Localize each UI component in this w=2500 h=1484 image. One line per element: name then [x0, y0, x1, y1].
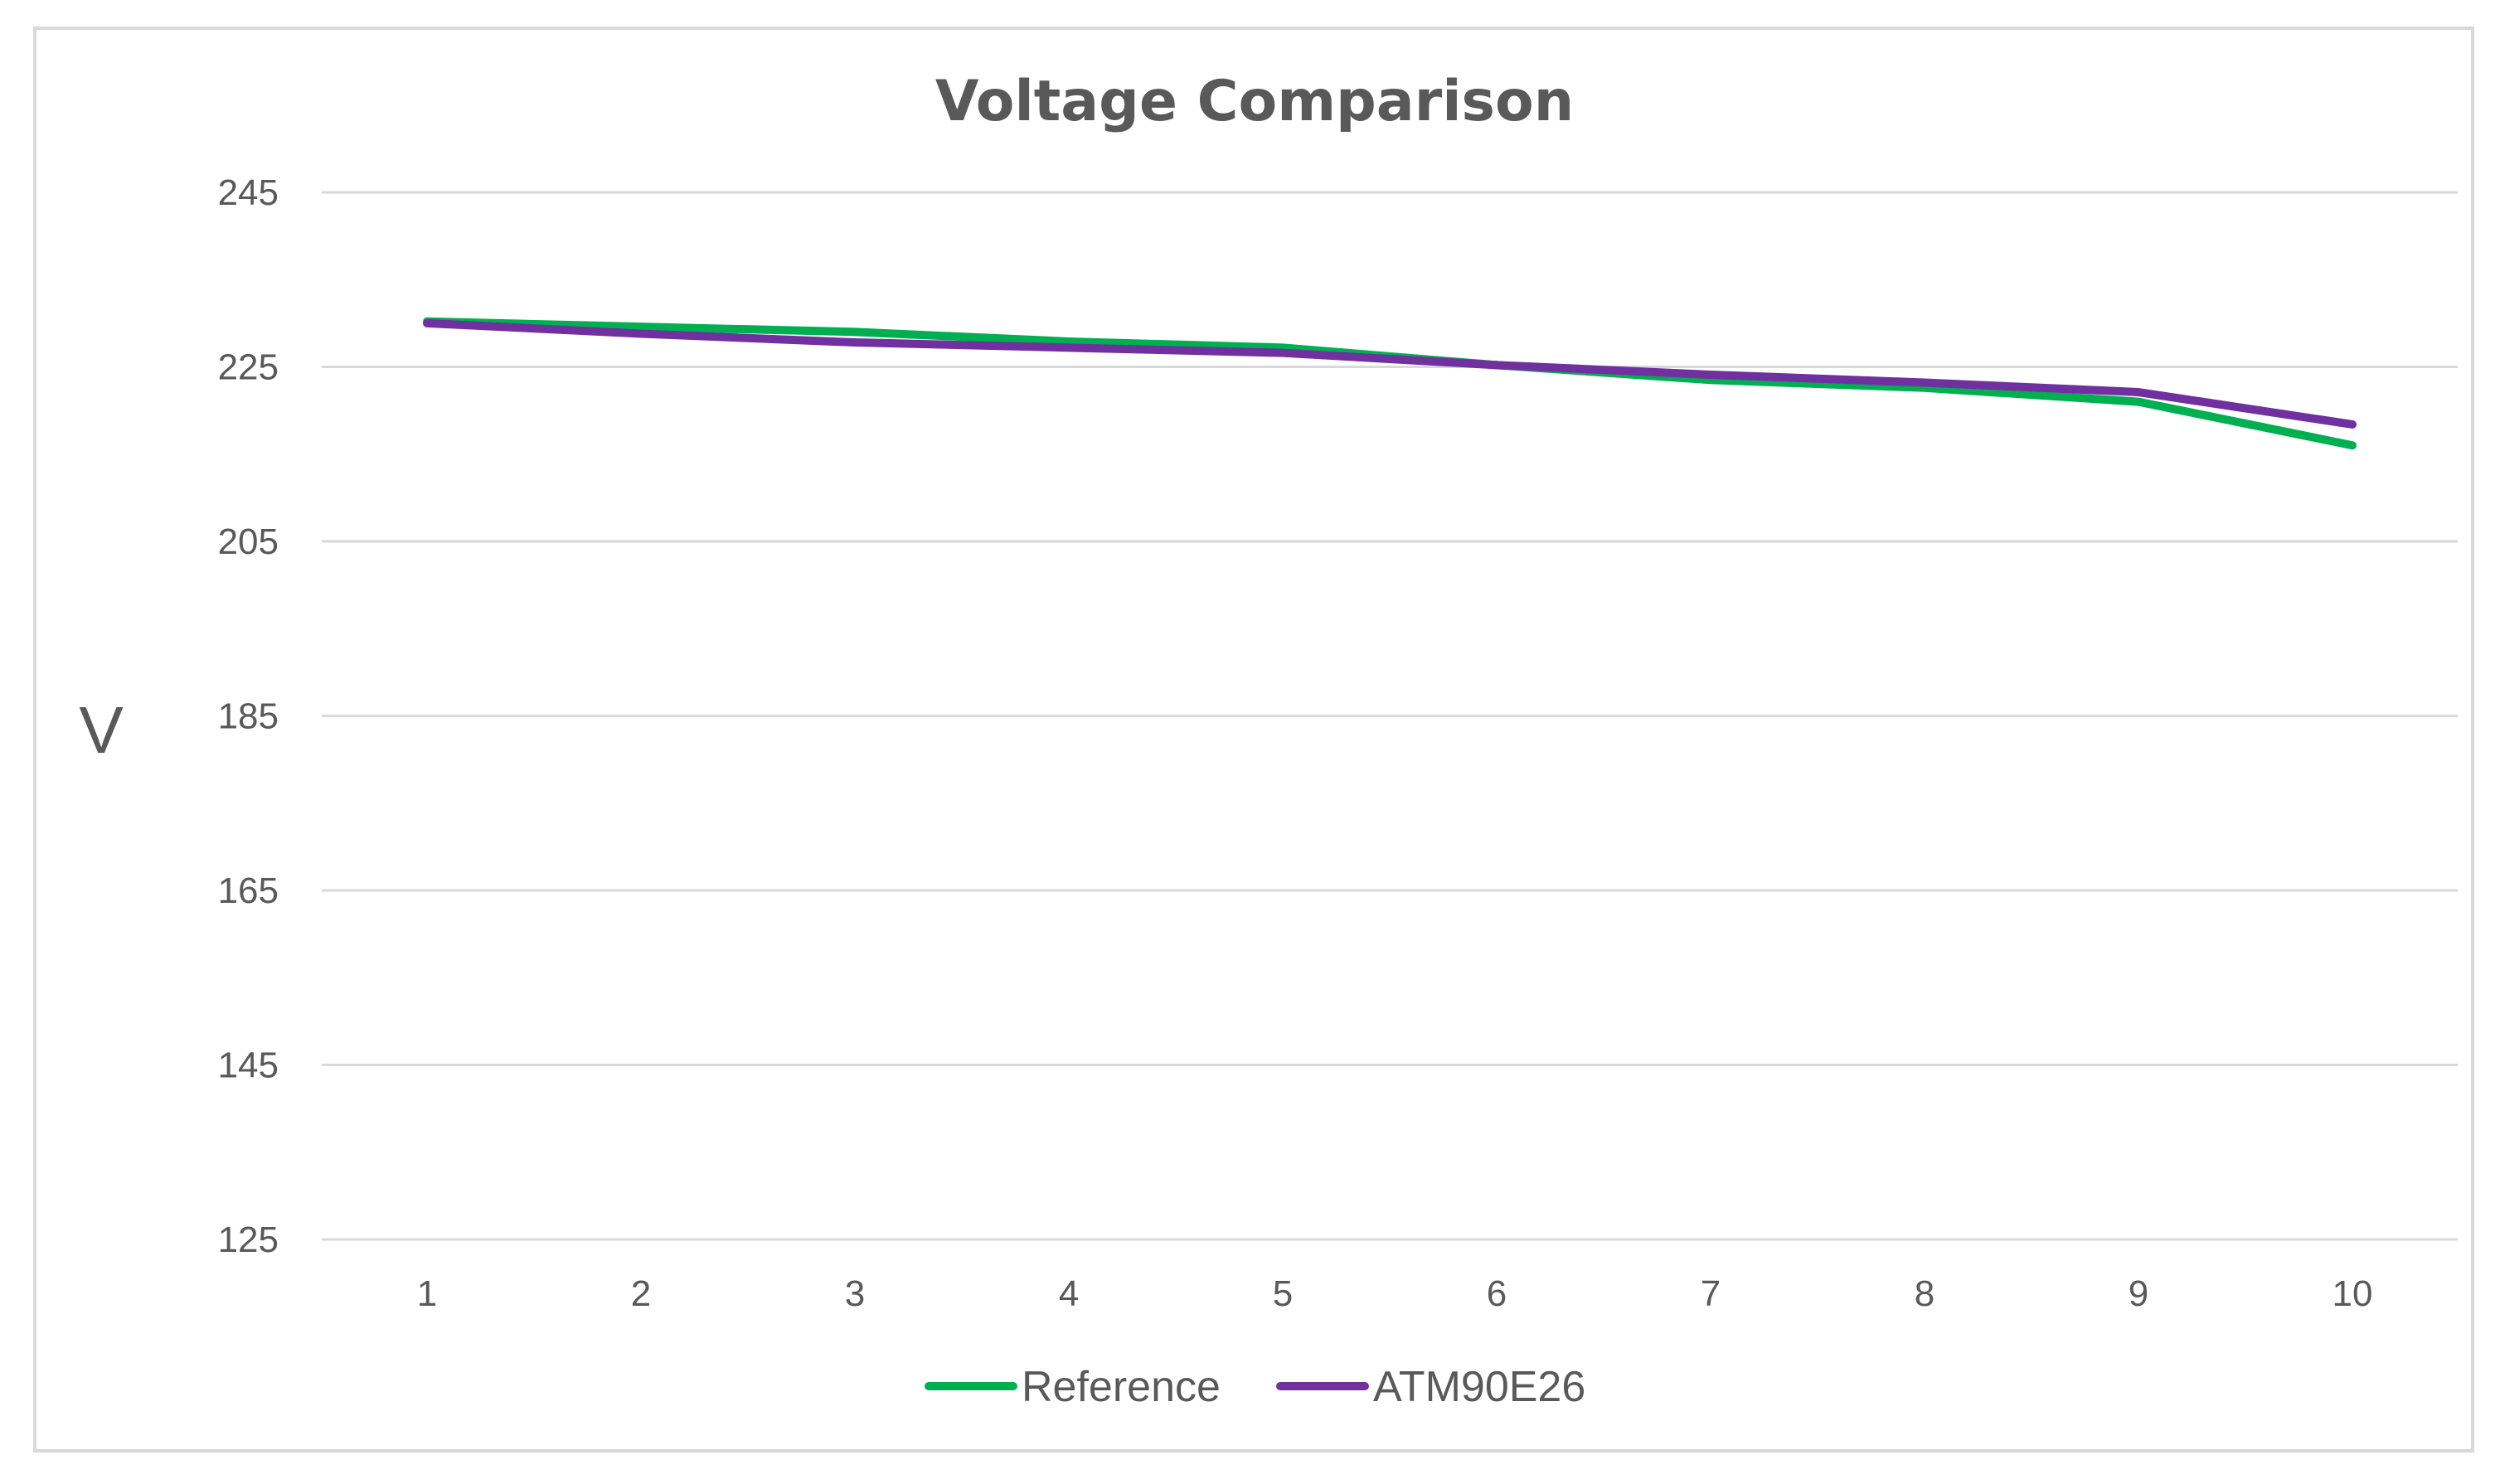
x-tick-label: 1: [417, 1273, 437, 1314]
data-point: [2348, 441, 2357, 449]
gridlines: [322, 191, 2458, 1241]
y-tick-label: 145: [218, 1045, 279, 1086]
data-point: [1706, 371, 1715, 379]
y-tick-label: 225: [218, 347, 279, 388]
x-tick-label: 5: [1273, 1273, 1293, 1314]
x-tick-label: 2: [631, 1273, 651, 1314]
data-point: [1920, 378, 1929, 386]
chart-frame: [33, 27, 2474, 1452]
x-tick-label: 7: [1701, 1273, 1721, 1314]
data-point: [637, 330, 645, 338]
data-point: [1279, 349, 1287, 357]
y-axis-ticks: 245 225 205 185 165 145 125: [218, 172, 279, 1260]
x-tick-label: 10: [2333, 1273, 2373, 1314]
chart-title: Voltage Comparison: [935, 69, 1574, 134]
y-axis-title: V: [79, 693, 124, 767]
x-tick-label: 6: [1487, 1273, 1507, 1314]
y-tick-label: 245: [218, 172, 279, 213]
data-point: [851, 338, 859, 347]
x-tick-label: 3: [845, 1273, 865, 1314]
x-tick-label: 8: [1915, 1273, 1934, 1314]
data-point: [2134, 398, 2143, 406]
legend-label: Reference: [1022, 1363, 1221, 1411]
data-point: [1065, 343, 1073, 352]
data-point: [851, 327, 859, 336]
y-tick-label: 165: [218, 871, 279, 911]
y-tick-label: 125: [218, 1220, 279, 1260]
y-tick-label: 185: [218, 696, 279, 737]
data-point: [2134, 388, 2143, 396]
data-point: [2348, 420, 2357, 429]
data-point: [1493, 361, 1501, 369]
x-axis-ticks: 1 2 3 4 5 6 7 8 9 10: [417, 1273, 2373, 1314]
data-point: [423, 319, 431, 327]
x-tick-label: 4: [1059, 1273, 1079, 1314]
series-lines: [423, 317, 2357, 450]
legend-label: ATM90E26: [1373, 1363, 1585, 1411]
series-line-atm90e26: [423, 318, 2357, 429]
y-tick-label: 205: [218, 521, 279, 562]
x-tick-label: 9: [2129, 1273, 2148, 1314]
legend: Reference ATM90E26: [925, 1363, 1585, 1411]
